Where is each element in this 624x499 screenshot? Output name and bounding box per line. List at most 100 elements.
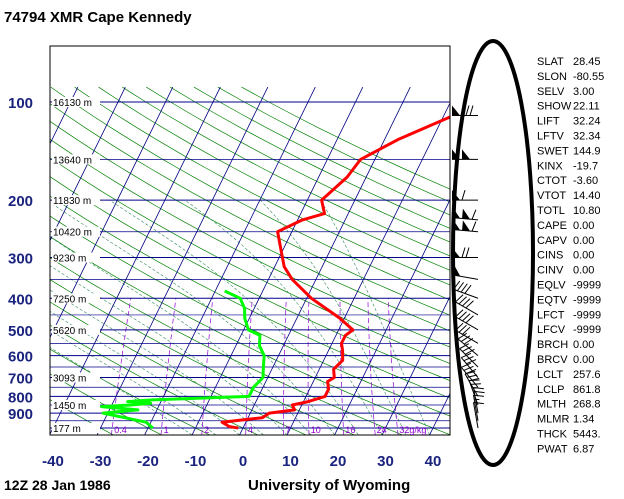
height-label: 177 m	[53, 424, 81, 435]
moist-adiabat-line	[50, 265, 288, 435]
temperature-tick-label: 10	[282, 453, 299, 470]
barb-feather	[465, 105, 470, 116]
mixing-ratio-line	[111, 298, 132, 435]
dry-adiabat-line	[50, 236, 450, 435]
barb-feather	[458, 311, 467, 320]
index-key: KINX	[537, 160, 563, 172]
index-key: CINV	[537, 265, 564, 277]
barb-feather	[466, 374, 478, 378]
barb-feather	[461, 247, 466, 258]
temperature-profile	[220, 115, 450, 430]
index-value: 0.00	[573, 265, 594, 277]
pressure-tick-label: 800	[8, 389, 33, 406]
wind-barb	[459, 343, 479, 368]
index-key: VTOT	[537, 190, 566, 202]
wind-barb	[452, 247, 478, 259]
dry-adiabat-line	[50, 399, 114, 435]
temperature-tick-label: 0	[239, 453, 247, 470]
wind-barb	[452, 149, 478, 160]
barb-highlight-ellipse	[451, 39, 535, 467]
index-key: LCLT	[537, 369, 563, 381]
temperature-tick-label: -30	[90, 453, 112, 470]
barb-feather	[473, 401, 484, 405]
barb-feather	[455, 309, 464, 318]
mixing-ratio-line	[339, 298, 345, 435]
height-label-bg	[52, 324, 100, 335]
dry-adiabat-line	[50, 301, 307, 435]
height-label-bg	[52, 97, 100, 107]
barb-staff	[455, 316, 479, 331]
barb-feather	[465, 348, 475, 355]
barb-feather	[471, 221, 477, 232]
index-value: 14.40	[573, 190, 601, 202]
temperature-tick-label: 30	[377, 453, 394, 470]
barb-feather	[458, 296, 467, 305]
isotherm-line	[96, 86, 269, 435]
index-value: 0.00	[573, 339, 594, 351]
barb-flag	[452, 105, 460, 116]
barb-feather	[474, 390, 485, 394]
index-value: 3.00	[573, 86, 594, 98]
pressure-tick-label: 200	[8, 193, 33, 210]
index-key: EQTV	[537, 294, 568, 306]
wind-barb	[460, 352, 479, 378]
mixing-ratio-label: 24	[377, 425, 387, 435]
moist-adiabat-line	[50, 236, 312, 435]
barb-flag	[452, 265, 461, 277]
index-value: 144.9	[573, 145, 601, 157]
index-key: CAPE	[537, 220, 567, 232]
barb-feather	[459, 343, 470, 350]
barb-flag	[452, 247, 460, 258]
mixing-ratio-lines	[111, 298, 399, 435]
moist-adiabat-line	[50, 311, 240, 435]
moist-adiabat-line	[50, 289, 264, 435]
footer-date: 12Z 28 Jan 1986	[4, 477, 111, 493]
height-label: 3093 m	[53, 374, 86, 385]
barb-feather	[462, 346, 472, 352]
mixing-ratio-labels: 0.4 1 2 4 7 10 16 24 32g/kg	[114, 425, 426, 435]
barb-feather	[455, 322, 464, 331]
isobars	[50, 101, 450, 429]
isotherms	[50, 86, 450, 435]
dry-adiabat-line	[50, 324, 258, 435]
index-value: 0.00	[573, 354, 594, 366]
moist-adiabat-line	[50, 329, 217, 435]
isotherm-line	[334, 198, 450, 435]
isotherm-line	[239, 86, 411, 435]
index-key: EQLV	[537, 280, 566, 292]
barb-feather	[469, 105, 474, 116]
wind-barb	[452, 219, 479, 233]
barb-flag	[452, 219, 461, 231]
isotherm-line	[50, 86, 126, 242]
index-value: -19.7	[573, 160, 598, 172]
height-labels: 16130 m 13640 m 11830 m 10420 m 9230 m 7250 m…	[52, 97, 100, 435]
index-value: 22.11	[573, 101, 600, 113]
barb-feather	[461, 189, 466, 201]
barb-feather	[460, 335, 471, 342]
barb-flag	[462, 208, 471, 220]
isotherm-line	[286, 102, 450, 435]
profiles	[100, 115, 450, 430]
moist-adiabat-line	[50, 202, 335, 435]
index-value: 10.80	[573, 205, 601, 217]
index-key: MLTH	[537, 399, 566, 411]
height-label-bg	[52, 293, 100, 304]
wind-barb	[452, 207, 479, 221]
index-value: 0.00	[573, 235, 594, 247]
index-key: LFCV	[537, 324, 566, 336]
index-key: CTOT	[537, 175, 567, 187]
barb-flag	[462, 220, 471, 232]
dry-adiabat-line	[50, 348, 210, 435]
index-key: SHOW	[537, 101, 572, 113]
wind-barb	[452, 265, 479, 280]
index-value: 32.34	[573, 131, 601, 143]
index-key: BRCV	[537, 354, 568, 366]
mixing-ratio-line	[283, 298, 287, 435]
temperature-tick-label: -20	[137, 453, 159, 470]
moist-adiabat-line	[259, 199, 407, 435]
wind-barbs	[452, 105, 485, 429]
barb-feather	[464, 371, 476, 375]
moist-adiabat-line	[184, 199, 383, 435]
